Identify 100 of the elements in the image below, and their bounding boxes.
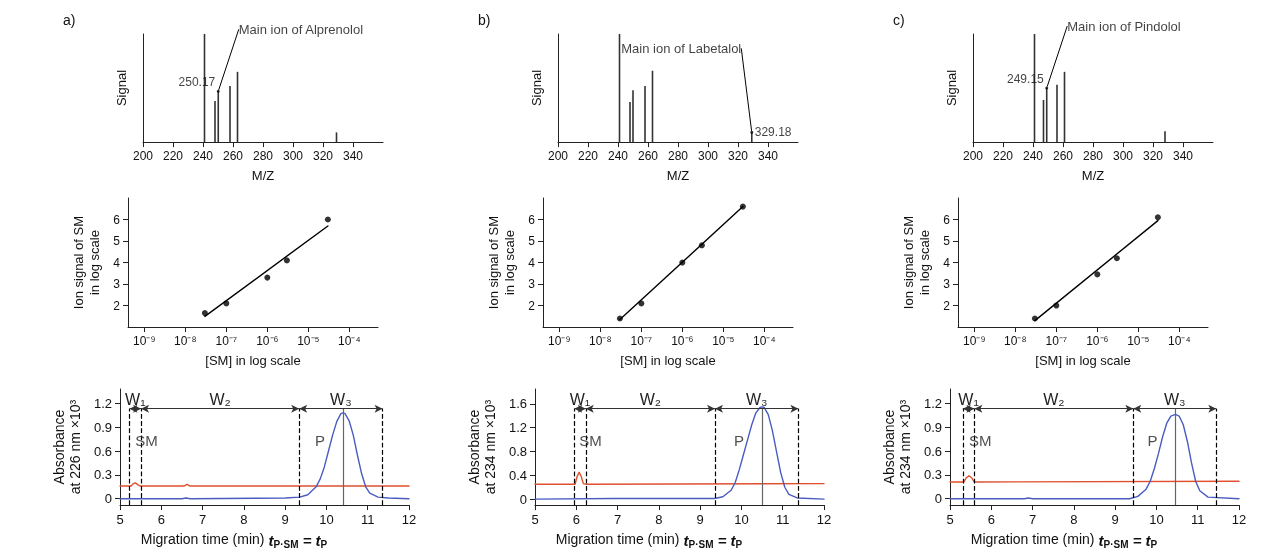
annotation: W₁ — [958, 391, 979, 409]
line-series — [119, 412, 410, 500]
point — [616, 315, 623, 322]
x-tick-label: 10⁻⁵ — [1127, 334, 1150, 349]
y-tick-label: 0.9 — [93, 419, 112, 435]
x-tick-label: 9 — [281, 512, 289, 528]
x-tick-label: 240 — [607, 149, 629, 164]
y-tick-label: 1.2 — [508, 420, 527, 436]
x-tick-label: 10⁻⁷ — [1045, 334, 1068, 349]
x-tick-label: 10⁻⁵ — [712, 334, 735, 349]
x-tick-label: 7 — [198, 512, 207, 528]
y-tick-label: 0 — [934, 491, 942, 507]
y-tick-label: 4 — [943, 255, 951, 270]
x-tick-label: 10⁻⁶ — [671, 334, 694, 349]
y-tick-label: 0 — [519, 491, 527, 507]
x-tick-label: 280 — [1082, 149, 1104, 164]
x-tick-label: 260 — [637, 149, 659, 164]
x-axis-title: [SM] in log scale — [1035, 352, 1131, 368]
x-tick-label: 260 — [1052, 149, 1074, 164]
x-tick-label: 200 — [962, 149, 984, 164]
y-axis-title: Ion signal of SM in log scale — [900, 215, 932, 310]
point — [1031, 315, 1038, 322]
x-tick-label: 10⁻⁶ — [256, 334, 279, 349]
x-tick-label: 10⁻⁹ — [963, 334, 986, 349]
y-axis-title: Ion signal of SM in log scale — [70, 215, 102, 310]
y-tick-label: 3 — [113, 277, 121, 292]
point — [264, 274, 271, 281]
y-tick-label: 0.3 — [93, 467, 112, 483]
x-tick-label: 220 — [992, 149, 1014, 164]
y-axis-title: Signal — [943, 69, 959, 107]
point — [324, 216, 331, 223]
x-tick-label: 10⁻⁹ — [133, 334, 156, 349]
x-tick-label: 10⁻⁷ — [215, 334, 238, 349]
x-tick-label: 10 — [1149, 512, 1164, 528]
y-axis-title: Signal — [113, 69, 129, 107]
y-tick-label: 4 — [528, 255, 536, 270]
x-tick-label: 6 — [987, 512, 995, 528]
x-tick-label: 300 — [697, 149, 719, 164]
x-tick-label: 200 — [132, 149, 154, 164]
x-axis-title: Migration time (min) — [140, 531, 265, 547]
x-axis-title: Migration time (min) — [555, 531, 680, 547]
annotation: W₂ — [639, 391, 662, 409]
x-axis-title: Migration time (min) — [970, 531, 1095, 547]
y-tick-label: 0.9 — [923, 419, 942, 435]
line-series — [534, 406, 825, 500]
y-tick-label: 2 — [943, 298, 951, 313]
annotation: P — [734, 432, 745, 450]
x-tick-label: 6 — [572, 512, 580, 528]
y-tick-label: 4 — [113, 255, 121, 270]
y-axis-title: Ion signal of SM in log scale — [485, 215, 517, 310]
x-tick-label: 280 — [252, 149, 274, 164]
x-tick-label: 300 — [282, 149, 304, 164]
y-tick-label: 0 — [104, 491, 112, 507]
x-tick-label: 10⁻⁹ — [548, 334, 571, 349]
x-axis-title: [SM] in log scale — [620, 352, 716, 368]
x-tick-label: 10⁻⁴ — [1168, 334, 1191, 349]
x-tick-label: 9 — [1111, 512, 1119, 528]
point — [201, 310, 208, 317]
line-series — [534, 471, 825, 485]
y-tick-label: 5 — [113, 234, 121, 249]
annotation: Main ion of Labetalol — [621, 40, 742, 56]
y-tick-label: 3 — [528, 277, 536, 292]
x-tick-label: 12 — [401, 512, 417, 528]
x-axis-title: M/Z — [1081, 167, 1105, 183]
y-axis-title: Absorbance at 234 nm ×10³ — [881, 399, 914, 495]
x-tick-label: 200 — [547, 149, 569, 164]
x-tick-label: 7 — [1028, 512, 1037, 528]
line-series — [949, 413, 1240, 500]
x-tick-label: 240 — [192, 149, 214, 164]
annotation: W₃ — [745, 391, 768, 409]
y-tick-label: 2 — [113, 298, 121, 313]
x-tick-label: 240 — [1022, 149, 1044, 164]
annotation: P — [1147, 432, 1158, 450]
x-tick-label: 8 — [240, 512, 248, 528]
x-tick-label: 10 — [734, 512, 749, 528]
x-tick-label: 10⁻⁸ — [1004, 334, 1027, 349]
y-tick-label: 0.4 — [508, 467, 527, 483]
x-axis-title: M/Z — [666, 167, 690, 183]
chart-title: c) — [893, 12, 905, 28]
x-tick-label: 10⁻⁶ — [1086, 334, 1109, 349]
annotation: W₁ — [569, 391, 591, 409]
x-tick-label: 340 — [1172, 149, 1194, 164]
annotation: W₃ — [1163, 391, 1186, 409]
x-tick-label: 10⁻⁸ — [174, 334, 197, 349]
x-tick-label: 6 — [157, 512, 165, 528]
x-tick-label: 340 — [342, 149, 364, 164]
y-tick-label: 3 — [943, 277, 951, 292]
y-tick-label: 6 — [113, 212, 121, 227]
chart-title: b) — [478, 12, 491, 28]
x-tick-label: 10⁻⁸ — [589, 334, 612, 349]
annotation: W₃ — [330, 391, 352, 409]
annotation: P — [314, 432, 325, 450]
x-tick-label: 260 — [222, 149, 244, 164]
x-tick-label: 12 — [816, 512, 832, 528]
y-tick-label: 5 — [528, 234, 536, 249]
line-series — [949, 474, 1240, 483]
x-tick-label: 320 — [727, 149, 749, 164]
x-tick-label: 220 — [577, 149, 599, 164]
y-axis-title: Absorbance at 234 nm ×10³ — [466, 399, 499, 495]
x-tick-label: 9 — [696, 512, 704, 528]
